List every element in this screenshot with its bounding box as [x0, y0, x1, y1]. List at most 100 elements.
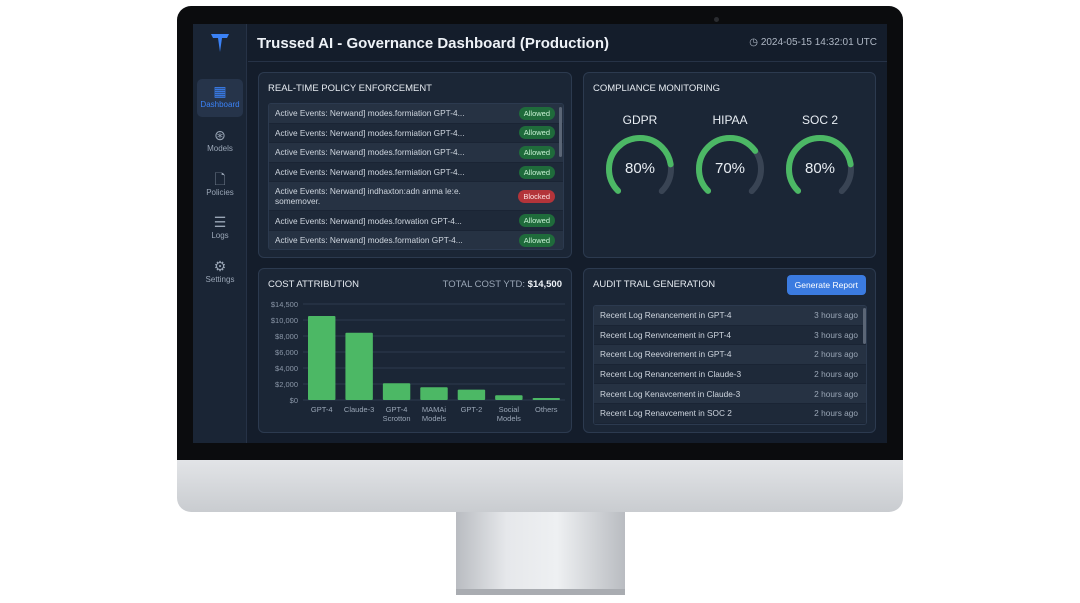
policy-event-row[interactable]: Active Events: Nerwand] modes.formiation… [269, 104, 563, 124]
compliance-gauge: SOC 2 80% [780, 113, 860, 207]
bar [457, 389, 486, 400]
x-tick-label: GPT-4 [311, 405, 333, 414]
compliance-gauge: HIPAA 70% [690, 113, 770, 207]
y-tick-label: $10,000 [271, 316, 298, 325]
bar [532, 398, 560, 400]
y-tick-label: $8,000 [275, 332, 298, 341]
event-text: Active Events: Nerwand] modes.formiation… [275, 147, 465, 158]
policy-event-row[interactable]: Active Events: Nerwand] modes.formiation… [269, 143, 563, 163]
policy-event-row[interactable]: Active Events: Nerwand] indhaxton:adn an… [269, 182, 563, 212]
event-text: Active Events: Nerwand] indhaxton:adn an… [275, 186, 461, 207]
gauge-fill [606, 135, 674, 203]
sidebar-item-policies[interactable]: 🗋 Policies [197, 167, 243, 205]
bar [382, 383, 411, 400]
gauge-label: GDPR [622, 113, 658, 127]
status-badge: Allowed [518, 126, 555, 140]
gauge-label: HIPAA [712, 113, 748, 127]
camera [714, 17, 719, 22]
x-tick-label: Models [497, 414, 521, 423]
screen: ▦ Dashboard ⊛ Models 🗋 Policies ☰ Logs ⚙ Sett… [193, 24, 887, 443]
sidebar-item-label: Logs [211, 231, 229, 240]
status-badge: Allowed [518, 145, 555, 159]
audit-log-row[interactable]: Recent Log Renancement in Claude-3 2 hour… [594, 364, 866, 385]
gauge-value: 70% [714, 160, 746, 177]
y-tick-label: $6,000 [275, 348, 298, 357]
sidebar-item-models[interactable]: ⊛ Models [197, 123, 243, 161]
log-text: Recent Log Renvncement in GPT-4 [600, 329, 731, 340]
document-icon: 🗋 [214, 171, 226, 187]
sidebar-item-label: Settings [205, 275, 235, 284]
bar [495, 395, 523, 400]
status-badge: Blocked [518, 189, 555, 203]
y-tick-label: $2,000 [275, 380, 298, 389]
dashboard-icon: ▦ [213, 83, 227, 99]
total-cost-label: TOTAL COST YTD: [442, 279, 526, 290]
sidebar-item-label: Models [207, 144, 233, 153]
event-text: Active Events: Nerwand] modes.formiation… [275, 127, 465, 138]
gauge-value: 80% [624, 160, 656, 177]
timestamp: ◷ 2024-05-15 14:32:01 UTC [749, 37, 877, 48]
sidebar-item-label: Policies [206, 188, 234, 197]
panel-title: AUDIT TRAIL GENERATION [593, 279, 716, 290]
gauge-label: SOC 2 [801, 113, 838, 127]
status-badge: Allowed [518, 214, 555, 228]
monitor-chin [177, 460, 903, 512]
bar [345, 332, 373, 400]
total-cost-value: $14,500 [527, 279, 562, 290]
x-tick-label: GPT-4 [386, 405, 408, 414]
audit-log-row[interactable]: Recent Log Renavcement in SOC 2 2 hours a… [594, 403, 866, 424]
list-icon: ☰ [213, 214, 227, 230]
log-text: Recent Log Kenavcement in Claude-3 [600, 388, 741, 399]
status-badge: Allowed [518, 106, 555, 120]
x-tick-label: Scrotton [383, 414, 411, 423]
audit-log-row[interactable]: Recent Log Reevoirement in GPT-4 2 hours … [594, 345, 866, 365]
x-tick-label: MAMAi [422, 405, 447, 414]
y-tick-label: $0 [290, 396, 298, 405]
logo-icon [210, 32, 230, 54]
audit-log-row[interactable]: Recent Log Renvncement in GPT-4 3 hours a… [594, 325, 866, 346]
clock-icon: ◷ [749, 37, 761, 48]
policy-event-list[interactable]: Active Events: Nerwand] modes.formiation… [268, 103, 564, 250]
generate-report-button[interactable]: Generate Report [786, 275, 866, 295]
panel-title: REAL-TIME POLICY ENFORCEMENT [268, 83, 432, 94]
total-cost: TOTAL COST YTD: $14,500 [443, 279, 562, 290]
log-time: 3 hours ago [814, 310, 858, 321]
scrollbar[interactable] [863, 308, 866, 344]
gauge-fill [696, 135, 764, 203]
log-time: 2 hours ago [814, 388, 858, 399]
scrollbar[interactable] [559, 107, 562, 157]
log-text: Recent Log Renancement in GPT-4 [600, 310, 732, 321]
x-tick-label: Claude-3 [344, 405, 374, 414]
policy-event-row[interactable]: Active Events: Nerwand] modes.formiation… [269, 123, 563, 144]
gauge-fill [786, 135, 854, 203]
timestamp-text: 2024-05-15 14:32:01 UTC [760, 37, 877, 48]
bar [420, 387, 448, 400]
compliance-panel: COMPLIANCE MONITORING GDPR 80% HIPAA 70% S… [583, 72, 876, 258]
policy-event-row[interactable]: Active Events: Nerwand] modes.forwation … [269, 211, 563, 231]
x-tick-label: Social [499, 405, 520, 414]
audit-log-list[interactable]: Recent Log Renancement in GPT-4 3 hours a… [593, 305, 867, 425]
x-tick-label: GPT-2 [461, 405, 483, 414]
log-text: Recent Log Renancement in Claude-3 [600, 369, 742, 380]
status-badge: Allowed [518, 165, 555, 179]
sidebar-item-logs[interactable]: ☰ Logs [197, 210, 243, 248]
x-tick-label: Models [422, 414, 446, 423]
gauge-value: 80% [804, 160, 836, 177]
policy-enforcement-panel: REAL-TIME POLICY ENFORCEMENT Active Even… [258, 72, 572, 258]
bar [308, 316, 336, 400]
model-icon: ⊛ [214, 127, 226, 143]
sidebar-item-dashboard[interactable]: ▦ Dashboard [197, 79, 243, 117]
event-text: Active Events: Nerwand] modes.formiation… [275, 108, 465, 119]
y-tick-label: $14,500 [271, 300, 298, 309]
sidebar: ▦ Dashboard ⊛ Models 🗋 Policies ☰ Logs ⚙ Sett… [193, 24, 247, 443]
audit-log-row[interactable]: Recent Log Renancement in GPT-4 3 hours a… [594, 306, 866, 326]
log-text: Recent Log Reevoirement in GPT-4 [600, 349, 732, 360]
cost-attribution-panel: COST ATTRIBUTION TOTAL COST YTD: $14,500… [258, 268, 572, 433]
sidebar-item-settings[interactable]: ⚙ Settings [197, 254, 243, 292]
header: Trussed AI - Governance Dashboard (Produ… [248, 24, 887, 62]
policy-event-row[interactable]: Active Events: Nerwand] modes.formation … [269, 230, 563, 249]
log-time: 2 hours ago [814, 408, 858, 419]
log-text: Recent Log Renavcement in SOC 2 [600, 408, 732, 419]
audit-log-row[interactable]: Recent Log Kenavcement in Claude-3 2 hour… [594, 384, 866, 404]
policy-event-row[interactable]: Active Events: Nerwand] modes.fermiation… [269, 162, 563, 183]
